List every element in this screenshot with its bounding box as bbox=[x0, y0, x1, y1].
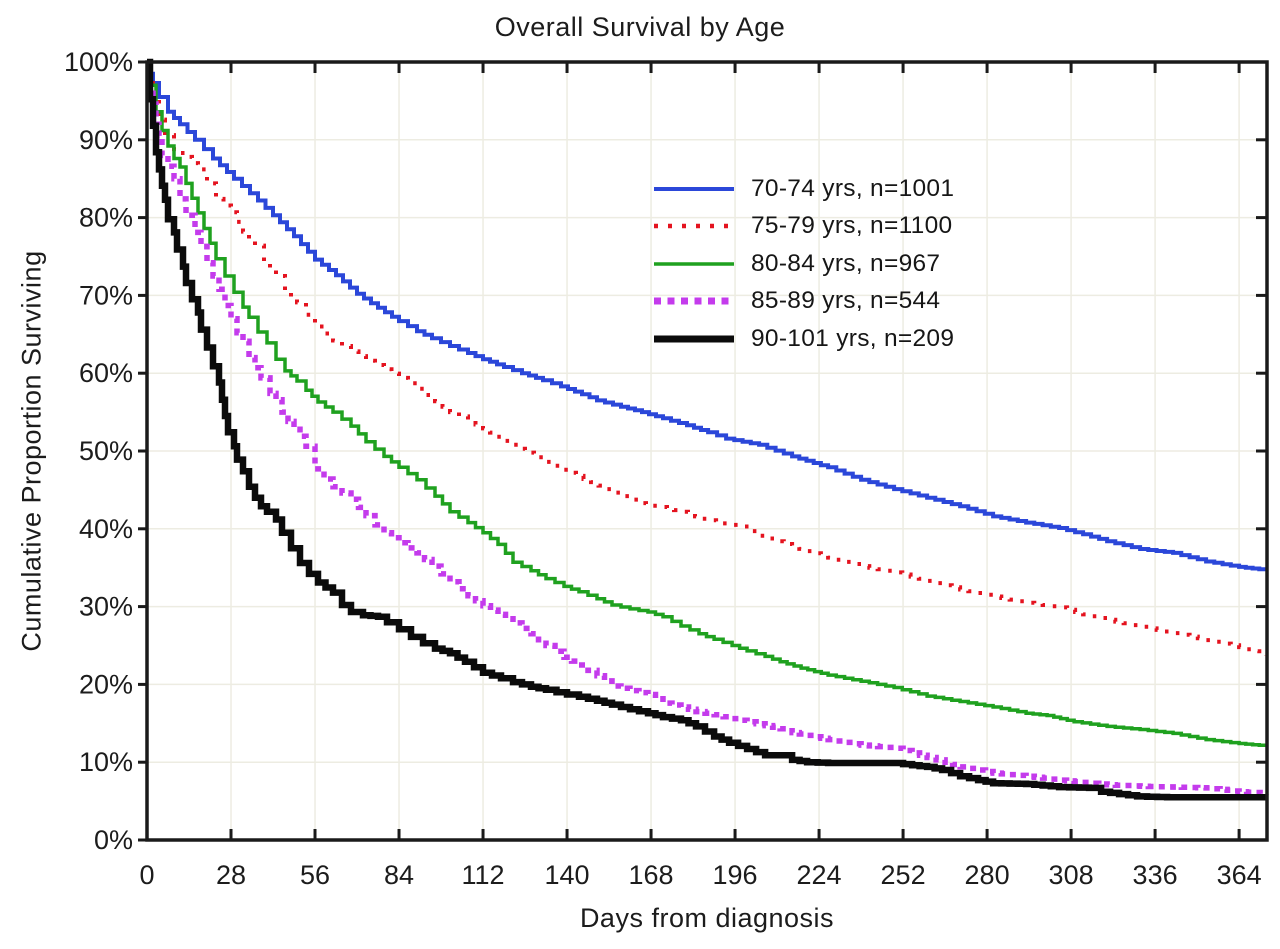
legend-line-swatch-75-79 bbox=[654, 224, 734, 229]
x-tick-label-196: 196 bbox=[713, 860, 758, 890]
legend-line-swatch-90-101 bbox=[654, 335, 734, 343]
legend-item-85-89: 85-89 yrs, n=544 bbox=[652, 283, 954, 321]
legend-item-80-84: 80-84 yrs, n=967 bbox=[652, 245, 954, 283]
x-tick-label-112: 112 bbox=[462, 860, 505, 890]
y-tick-label-80: 80% bbox=[79, 203, 133, 233]
y-tick-label-90: 90% bbox=[79, 125, 133, 155]
x-tick-label-28: 28 bbox=[216, 860, 246, 890]
legend-label-80-84: 80-84 yrs, n=967 bbox=[751, 249, 941, 277]
y-axis-title: Cumulative Proportion Surviving bbox=[16, 250, 47, 652]
y-tick-label-30: 30% bbox=[79, 592, 133, 622]
x-tick-label-280: 280 bbox=[965, 860, 1010, 890]
legend: 70-74 yrs, n=1001 75-79 yrs, n=1100 80-8… bbox=[652, 170, 954, 358]
legend-label-70-74: 70-74 yrs, n=1001 bbox=[751, 174, 955, 202]
km-curve-80-84 bbox=[147, 60, 1268, 748]
x-tick-label-140: 140 bbox=[545, 860, 590, 890]
legend-item-70-74: 70-74 yrs, n=1001 bbox=[652, 170, 954, 208]
x-tick-label-56: 56 bbox=[300, 860, 330, 890]
km-curves bbox=[146, 58, 1269, 801]
x-axis-title: Days from diagnosis bbox=[579, 903, 835, 933]
x-tick-label-308: 308 bbox=[1049, 860, 1094, 890]
legend-line-swatch-70-74 bbox=[654, 186, 734, 191]
x-tick-label-336: 336 bbox=[1133, 860, 1178, 890]
y-tick-label-20: 20% bbox=[79, 669, 133, 699]
km-curve-75-79 bbox=[147, 60, 1269, 656]
legend-line-swatch-80-84 bbox=[654, 262, 734, 266]
legend-label-90-101: 90-101 yrs, n=209 bbox=[751, 324, 955, 352]
tick-labels: 0 28 56 84 112 140 168 196 224 252 280 308 336 364 0% 1… bbox=[64, 47, 1262, 890]
y-tick-label-0: 0% bbox=[94, 825, 133, 855]
legend-item-75-79: 75-79 yrs, n=1100 bbox=[652, 208, 954, 246]
y-tick-label-60: 60% bbox=[79, 358, 133, 388]
y-tick-label-10: 10% bbox=[79, 747, 133, 777]
y-tick-label-50: 50% bbox=[79, 436, 133, 466]
legend-line-swatch-85-89 bbox=[654, 297, 734, 305]
y-tick-label-100: 100% bbox=[64, 47, 133, 77]
legend-item-90-101: 90-101 yrs, n=209 bbox=[652, 320, 954, 358]
y-tick-label-40: 40% bbox=[79, 514, 133, 544]
x-tick-label-168: 168 bbox=[629, 860, 674, 890]
gridlines bbox=[147, 62, 1267, 840]
plot-frame bbox=[138, 60, 1269, 842]
y-tick-label-70: 70% bbox=[79, 280, 133, 310]
legend-label-85-89: 85-89 yrs, n=544 bbox=[751, 287, 941, 315]
km-curve-70-74 bbox=[147, 60, 1269, 572]
x-tick-label-364: 364 bbox=[1217, 860, 1262, 890]
x-tick-label-84: 84 bbox=[384, 860, 414, 890]
x-tick-label-252: 252 bbox=[881, 860, 926, 890]
x-tick-label-0: 0 bbox=[139, 860, 154, 890]
legend-label-75-79: 75-79 yrs, n=1100 bbox=[751, 212, 953, 240]
km-curve-85-89 bbox=[147, 59, 1269, 797]
chart-title: Overall Survival by Age bbox=[494, 12, 786, 42]
km-curve-90-101 bbox=[146, 58, 1267, 801]
x-tick-label-224: 224 bbox=[797, 860, 842, 890]
